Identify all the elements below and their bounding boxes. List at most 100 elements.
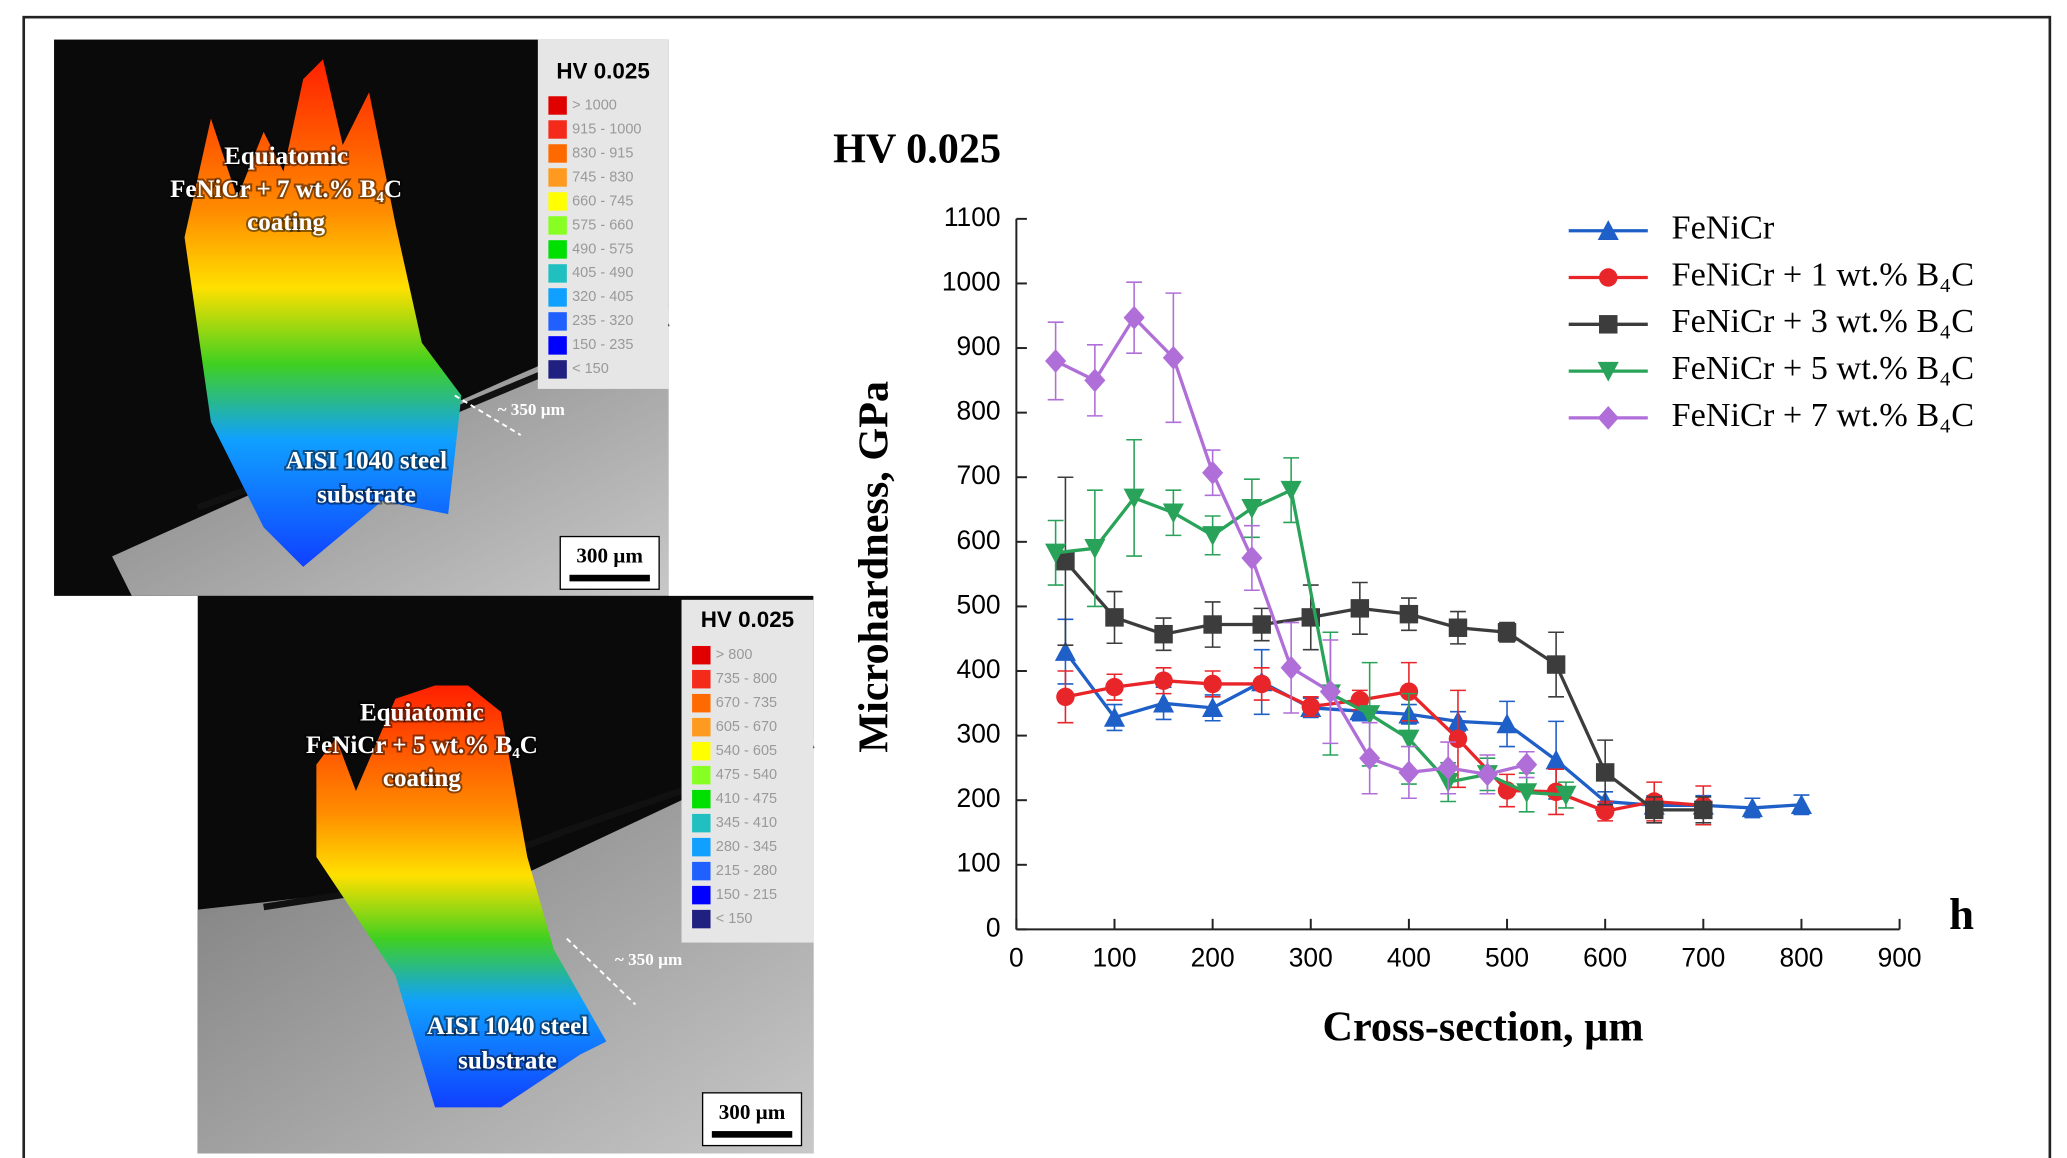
x-tick-label: 300 <box>1289 943 1333 973</box>
substrate-label: substrate <box>458 1047 557 1074</box>
x-tick-label: 700 <box>1681 943 1725 973</box>
data-point <box>1546 655 1566 674</box>
data-point <box>1359 705 1381 725</box>
data-point <box>1252 674 1271 694</box>
legend-marker <box>1599 268 1618 287</box>
data-point <box>1162 503 1184 524</box>
map-legend-label: 405 - 490 <box>572 265 633 281</box>
data-point <box>1280 480 1302 501</box>
map-legend-swatch <box>692 765 711 785</box>
y-tick-label: 500 <box>957 589 1001 619</box>
data-point <box>1045 543 1067 564</box>
legend-label: FeNiCr + 5 wt.% B₄C <box>1672 349 1975 387</box>
map-legend-label: 735 - 800 <box>716 671 777 687</box>
axis-annotation: h <box>1949 889 1974 939</box>
legend-marker <box>1597 220 1619 240</box>
map-legend-label: 215 - 280 <box>716 863 777 879</box>
map-legend-swatch <box>548 336 567 355</box>
data-point <box>1241 499 1263 519</box>
data-point <box>1476 762 1498 787</box>
map-legend-label: 235 - 320 <box>572 313 633 329</box>
x-tick-label: 500 <box>1485 943 1529 973</box>
data-point <box>1203 674 1222 694</box>
data-point <box>1319 679 1341 704</box>
map-legend-label: 150 - 215 <box>716 887 777 903</box>
coating-label: coating <box>247 209 325 236</box>
y-axis-label: Microhardness, GPa <box>851 381 898 753</box>
data-point <box>1694 800 1713 820</box>
legend-marker <box>1599 315 1618 334</box>
x-axis-label: Cross-section, µm <box>1323 1004 1644 1051</box>
legend-label: FeNiCr + 7 wt.% B₄C <box>1672 396 1975 434</box>
substrate-label: AISI 1040 steel <box>427 1013 588 1040</box>
substrate-label: substrate <box>317 482 416 509</box>
coating-label: coating <box>383 765 461 792</box>
y-tick-label: 400 <box>957 654 1001 684</box>
y-tick-label: 100 <box>957 848 1001 878</box>
map-legend-label: > 1000 <box>572 97 617 113</box>
depth-arrow <box>454 394 522 436</box>
data-point <box>1252 615 1271 634</box>
chart-title: HV 0.025 <box>833 126 1001 173</box>
data-point <box>1103 706 1126 727</box>
data-point <box>1203 615 1222 634</box>
data-point <box>1595 763 1615 782</box>
map-legend-label: > 800 <box>716 647 753 663</box>
map-legend-swatch <box>692 861 711 881</box>
map-legend-swatch <box>548 168 567 187</box>
map-legend-label: 475 - 540 <box>716 767 777 783</box>
map-legend-swatch <box>548 120 567 139</box>
map-legend-swatch <box>548 288 567 307</box>
hardness-surface <box>184 59 462 567</box>
map-legend-label: < 150 <box>572 361 609 377</box>
map-legend-label: 540 - 605 <box>716 743 777 759</box>
substrate-label: AISI 1040 steel <box>286 447 447 474</box>
maps: HV 0.025 > 1000 915 - 1000 830 - 915 745 - 8… <box>54 39 815 1154</box>
scale-bar <box>711 1131 793 1138</box>
map-legend-label: < 150 <box>716 911 753 927</box>
y-tick-label: 800 <box>957 396 1001 426</box>
map-legend-label: 745 - 830 <box>572 169 633 185</box>
data-point <box>1084 368 1106 393</box>
data-point <box>1202 526 1224 546</box>
y-tick-label: 700 <box>957 460 1001 490</box>
map-legend-label: 575 - 660 <box>572 217 633 233</box>
map-legend-label: 915 - 1000 <box>572 121 641 137</box>
map-legend-swatch <box>548 192 567 211</box>
y-tick-label: 900 <box>957 331 1001 361</box>
legend-marker <box>1597 406 1619 430</box>
map-legend-label: 660 - 745 <box>572 193 633 209</box>
map-legend-swatch <box>548 96 567 115</box>
map-legend-label: 605 - 670 <box>716 719 777 735</box>
data-point <box>1448 729 1468 749</box>
y-tick-label: 600 <box>957 525 1001 555</box>
data-point <box>1301 697 1320 716</box>
data-point <box>1202 460 1224 485</box>
y-tick-label: 1100 <box>944 202 1001 232</box>
data-point <box>1555 785 1577 806</box>
map-legend-label: 490 - 575 <box>572 241 633 257</box>
data-point <box>1516 783 1538 803</box>
depth-label: ~ 350 µm <box>615 950 682 969</box>
data-point <box>1084 539 1106 559</box>
data-point <box>1497 623 1517 642</box>
map-legend-swatch <box>548 312 567 331</box>
map-legend-swatch <box>692 717 711 737</box>
data-point <box>1350 599 1370 618</box>
depth-arrow <box>566 937 637 1006</box>
map-legend-swatch <box>548 240 567 259</box>
map-legend-swatch <box>692 813 711 833</box>
data-point <box>1154 671 1173 690</box>
map-legend-swatch <box>548 216 567 235</box>
scale-bar <box>569 574 650 582</box>
coating-label: Equiatomic <box>360 699 484 726</box>
data-point <box>1153 692 1175 713</box>
y-tick-label: 1000 <box>942 266 1001 296</box>
data-point <box>1398 729 1420 750</box>
legend-label: FeNiCr + 1 wt.% B₄C <box>1672 255 1975 293</box>
y-tick-label: 200 <box>957 783 1001 813</box>
data-point <box>1350 690 1370 710</box>
data-point <box>1448 618 1468 637</box>
data-point <box>1645 800 1664 820</box>
depth-label: ~ 350 µm <box>498 400 565 419</box>
